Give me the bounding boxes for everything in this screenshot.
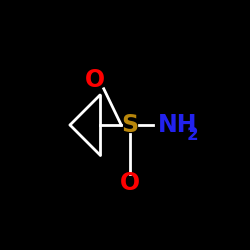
Text: NH: NH	[158, 113, 197, 137]
Text: S: S	[122, 113, 138, 137]
Text: 2: 2	[186, 126, 198, 144]
Text: O: O	[120, 170, 140, 194]
Text: O: O	[85, 68, 105, 92]
